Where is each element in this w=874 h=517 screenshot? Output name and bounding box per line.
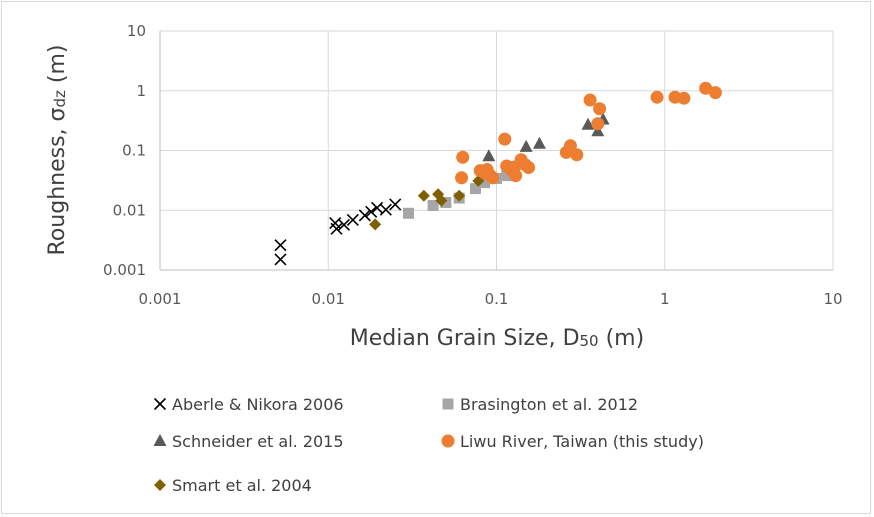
- legend-marker: [153, 397, 167, 411]
- series-circle: [455, 81, 722, 185]
- x-axis-title: Median Grain Size, D50 (m): [350, 326, 644, 351]
- data-point: [379, 203, 392, 216]
- data-point: [274, 239, 287, 252]
- data-point: [369, 218, 382, 231]
- legend-item: Schneider et al. 2015: [153, 432, 344, 451]
- y-tick-label: 0.1: [122, 142, 146, 160]
- data-point: [482, 149, 496, 162]
- legend-item: Smart et al. 2004: [154, 476, 312, 495]
- data-point: [501, 170, 513, 182]
- y-tick-labels: 0.001 0.01 0.1 1 10: [103, 22, 146, 279]
- legend-label: Smart et al. 2004: [172, 476, 312, 495]
- legend-label: Brasington et al. 2012: [460, 395, 638, 414]
- data-point: [274, 253, 287, 266]
- data-point: [581, 117, 595, 130]
- data-point: [427, 200, 439, 212]
- legend-marker: [154, 479, 166, 491]
- data-point: [455, 171, 469, 185]
- x-tick-label: 0.001: [139, 290, 182, 308]
- data-point: [479, 177, 491, 189]
- data-point: [389, 198, 402, 211]
- data-point: [522, 160, 536, 174]
- data-point: [469, 183, 481, 195]
- data-point: [435, 194, 448, 207]
- data-point: [593, 102, 607, 116]
- legend-marker: [441, 434, 455, 448]
- x-tick-label: 0.01: [312, 290, 345, 308]
- series-x: [274, 198, 402, 266]
- x-tick-labels: 0.001 0.01 0.1 1 10: [139, 290, 843, 308]
- legend-item: Aberle & Nikora 2006: [153, 395, 344, 414]
- data-point: [365, 205, 378, 218]
- legend-label: Aberle & Nikora 2006: [172, 395, 344, 414]
- axis-lines: [159, 31, 833, 271]
- data-point: [498, 132, 512, 146]
- data-point: [583, 93, 597, 107]
- data-point: [591, 117, 605, 131]
- legend-marker: [153, 434, 167, 446]
- data-points: [274, 81, 722, 266]
- y-axis-title-subscript: dz: [51, 90, 69, 108]
- data-point: [677, 91, 691, 105]
- data-point: [708, 86, 722, 100]
- data-point: [456, 150, 470, 164]
- x-axis-title-subscript: 50: [580, 332, 599, 350]
- legend: Aberle & Nikora 2006 Brasington et al. 20…: [153, 395, 704, 495]
- data-point: [440, 196, 452, 208]
- legend-label: Schneider et al. 2015: [172, 432, 344, 451]
- data-point: [453, 189, 466, 202]
- data-point: [570, 148, 584, 162]
- data-point: [403, 207, 415, 219]
- series-diamond: [369, 174, 485, 231]
- x-tick-label: 1: [660, 290, 670, 308]
- data-point: [337, 218, 351, 231]
- legend-label: Liwu River, Taiwan (this study): [460, 432, 704, 451]
- data-point: [519, 139, 533, 152]
- data-point: [486, 171, 500, 185]
- legend-item: Brasington et al. 2012: [442, 395, 638, 414]
- data-point: [699, 81, 713, 95]
- data-point: [417, 189, 430, 202]
- legend-item: Liwu River, Taiwan (this study): [441, 432, 704, 451]
- legend-marker: [442, 398, 454, 410]
- data-point: [330, 222, 343, 235]
- data-point: [532, 136, 546, 149]
- y-tick-label: 1: [136, 82, 146, 100]
- x-tick-label: 0.1: [485, 290, 509, 308]
- x-tick-label: 10: [823, 290, 842, 308]
- data-point: [346, 213, 359, 226]
- data-point: [358, 209, 371, 222]
- data-point: [650, 90, 664, 104]
- y-tick-label: 0.01: [113, 201, 146, 219]
- gridlines: [160, 30, 834, 270]
- y-tick-label: 0.001: [103, 261, 146, 279]
- data-point: [509, 169, 523, 183]
- y-axis-title: Roughness, σdz (m): [45, 45, 70, 256]
- y-tick-label: 10: [127, 22, 146, 40]
